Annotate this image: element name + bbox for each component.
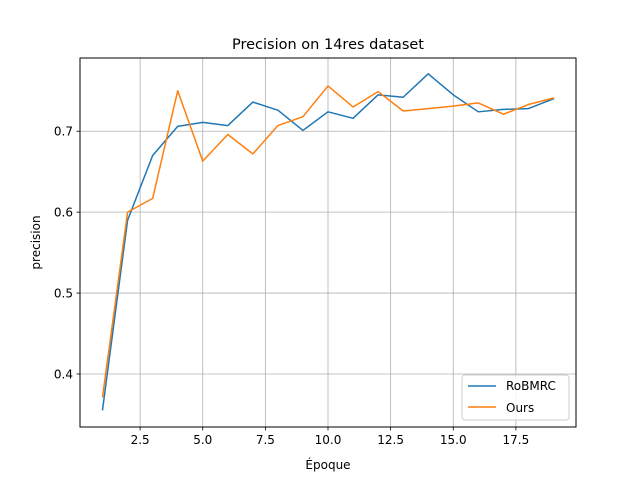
x-tick-label: 5.0: [193, 433, 212, 447]
legend: RoBMRC Ours: [461, 374, 570, 421]
x-tick-label: 12.5: [377, 433, 404, 447]
legend-label-ours: Ours: [506, 401, 534, 415]
y-axis-label: precision: [29, 215, 43, 269]
series-layer: [101, 73, 555, 411]
x-tick-label: 17.5: [503, 433, 530, 447]
x-tick-label: 15.0: [440, 433, 467, 447]
chart-title: Precision on 14res dataset: [232, 37, 424, 53]
x-axis-label: Époque: [305, 457, 350, 472]
series-line-robmrc: [101, 73, 555, 411]
x-tick-label: 2.5: [131, 433, 150, 447]
x-tick-label: 10.0: [315, 433, 342, 447]
y-axis: 0.4 0.5 0.6 0.7: [54, 125, 80, 381]
y-tick-label: 0.4: [54, 367, 73, 381]
series-line-ours: [101, 85, 555, 398]
x-axis: 2.5 5.0 7.5 10.0 12.5 15.0 17.5: [131, 427, 530, 447]
x-tick-label: 7.5: [256, 433, 275, 447]
legend-label-robmrc: RoBMRC: [506, 379, 556, 393]
y-tick-label: 0.7: [54, 125, 73, 139]
y-tick-label: 0.6: [54, 206, 73, 220]
y-tick-label: 0.5: [54, 287, 73, 301]
grid: [80, 58, 576, 427]
